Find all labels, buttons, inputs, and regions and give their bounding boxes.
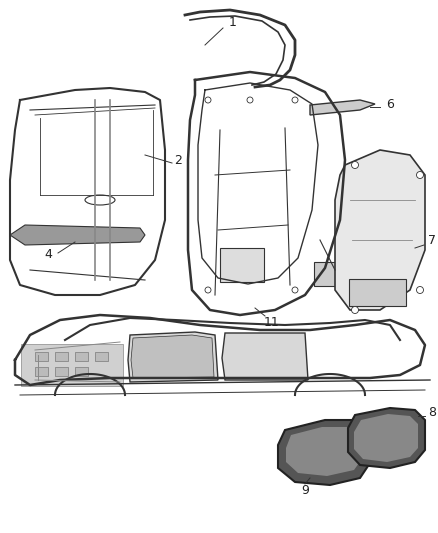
Polygon shape [222,333,308,380]
Polygon shape [128,332,218,382]
Circle shape [205,97,211,103]
Polygon shape [348,408,425,468]
FancyBboxPatch shape [35,351,47,360]
Circle shape [417,287,424,294]
FancyBboxPatch shape [314,262,341,286]
Circle shape [352,306,358,313]
Circle shape [292,97,298,103]
Text: 7: 7 [428,233,436,246]
Polygon shape [335,150,425,310]
Text: 11: 11 [264,316,280,328]
Polygon shape [310,100,375,115]
Circle shape [292,287,298,293]
FancyBboxPatch shape [35,367,47,376]
FancyBboxPatch shape [74,367,88,376]
FancyBboxPatch shape [21,344,123,386]
Circle shape [247,97,253,103]
FancyBboxPatch shape [349,279,406,306]
Polygon shape [278,420,372,485]
Text: 6: 6 [386,99,394,111]
Polygon shape [354,414,418,462]
FancyBboxPatch shape [74,351,88,360]
Text: 2: 2 [174,154,182,166]
FancyBboxPatch shape [54,351,67,360]
Text: 8: 8 [428,407,436,419]
Polygon shape [10,225,145,245]
Circle shape [352,161,358,168]
FancyBboxPatch shape [54,367,67,376]
Text: 1: 1 [229,15,237,28]
Text: 4: 4 [44,248,52,262]
Polygon shape [131,335,214,378]
FancyBboxPatch shape [220,248,264,282]
Text: 9: 9 [301,483,309,497]
FancyBboxPatch shape [95,351,107,360]
Circle shape [417,172,424,179]
Polygon shape [286,427,364,476]
Circle shape [205,287,211,293]
